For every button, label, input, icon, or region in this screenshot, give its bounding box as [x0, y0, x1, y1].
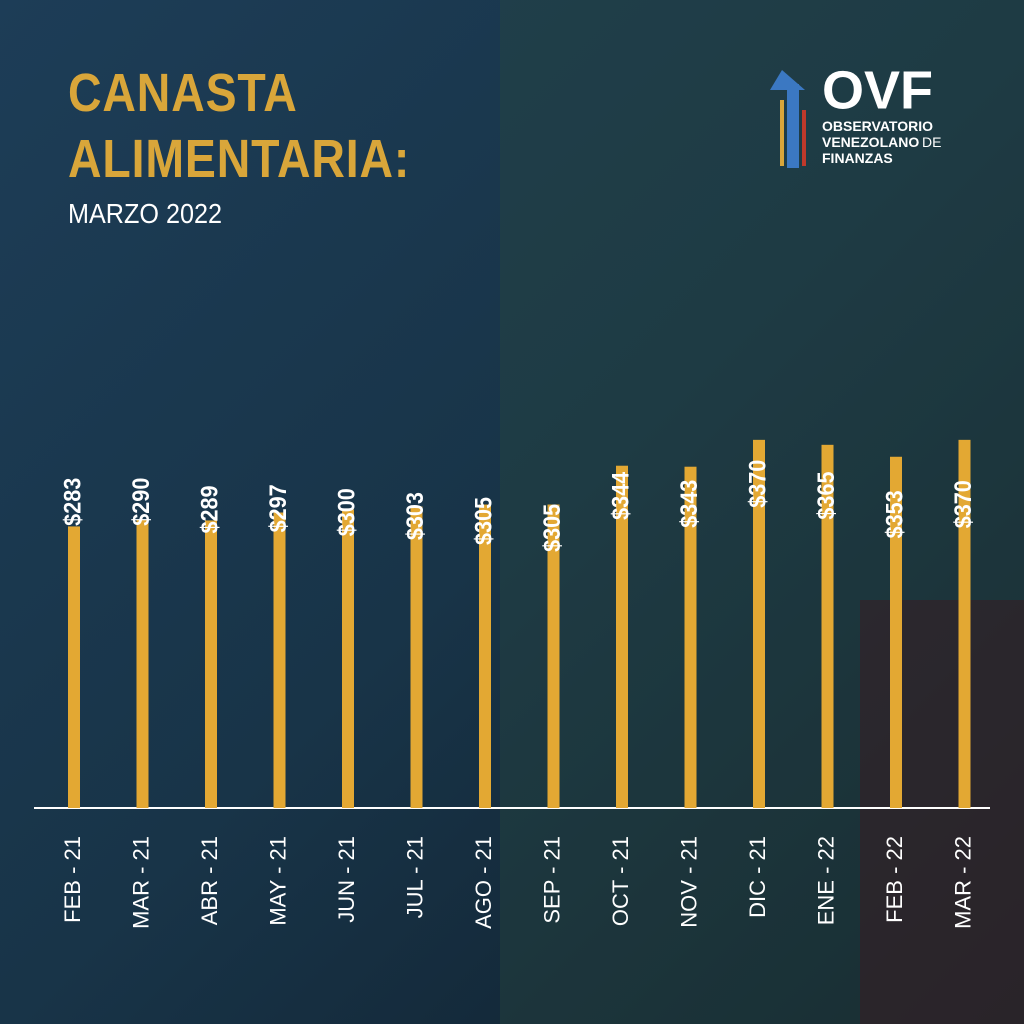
bar: [479, 504, 491, 808]
x-tick-label: ENE - 22: [813, 836, 838, 925]
bar: [342, 509, 354, 808]
value-label: $300: [332, 488, 359, 536]
bar: [821, 444, 834, 808]
value-label: $344: [606, 472, 633, 520]
bar: [684, 466, 697, 808]
bar: [273, 512, 286, 808]
x-tick-label: MAR - 22: [950, 836, 975, 929]
value-label: $370: [743, 460, 770, 508]
x-tick-label: SEP - 21: [539, 836, 564, 924]
x-tick-label: FEB - 21: [60, 836, 85, 923]
x-tick-label: JUN - 21: [334, 836, 359, 923]
x-tick-label: MAY - 21: [265, 836, 290, 926]
logo-name: OVF: [822, 60, 933, 120]
x-tick-label: NOV - 21: [676, 836, 701, 928]
logo-text: VENEZOLANO: [822, 134, 919, 150]
bar: [547, 504, 560, 808]
bar: [616, 465, 628, 808]
x-tick-label: DIC - 21: [745, 836, 770, 918]
value-label: $343: [675, 480, 702, 528]
background-shade: [860, 600, 1024, 1024]
value-label: $305: [469, 497, 496, 545]
x-tick-label: OCT - 21: [608, 836, 633, 926]
value-label: $283: [58, 478, 85, 526]
value-label: $370: [949, 480, 976, 528]
value-label: $353: [880, 490, 907, 538]
x-tick-label: AGO - 21: [471, 836, 496, 929]
value-label: $305: [538, 504, 565, 552]
value-label: $290: [127, 478, 154, 526]
x-tick-label: JUL - 21: [402, 836, 427, 918]
bar: [753, 439, 765, 808]
bar: [890, 456, 902, 808]
bar: [410, 506, 423, 808]
value-label: $365: [812, 471, 839, 519]
bar: [68, 526, 80, 808]
x-tick-label: ABR - 21: [197, 836, 222, 925]
chart-subtitle: MARZO 2022: [68, 198, 223, 229]
value-label: $289: [195, 485, 222, 533]
x-tick-label: MAR - 21: [128, 836, 153, 929]
bar: [958, 439, 971, 808]
value-label: $297: [264, 484, 291, 532]
x-tick-label: FEB - 22: [882, 836, 907, 923]
value-label: $303: [401, 492, 428, 540]
logo-arrows: [770, 70, 806, 168]
bar: [136, 519, 149, 808]
bar: [205, 520, 217, 808]
logo-text: DE: [922, 134, 941, 150]
logo-text: OBSERVATORIO: [822, 118, 933, 134]
chart-title: CANASTA ALIMENTARIA:: [68, 63, 411, 189]
logo-text: FINANZAS: [822, 150, 893, 166]
